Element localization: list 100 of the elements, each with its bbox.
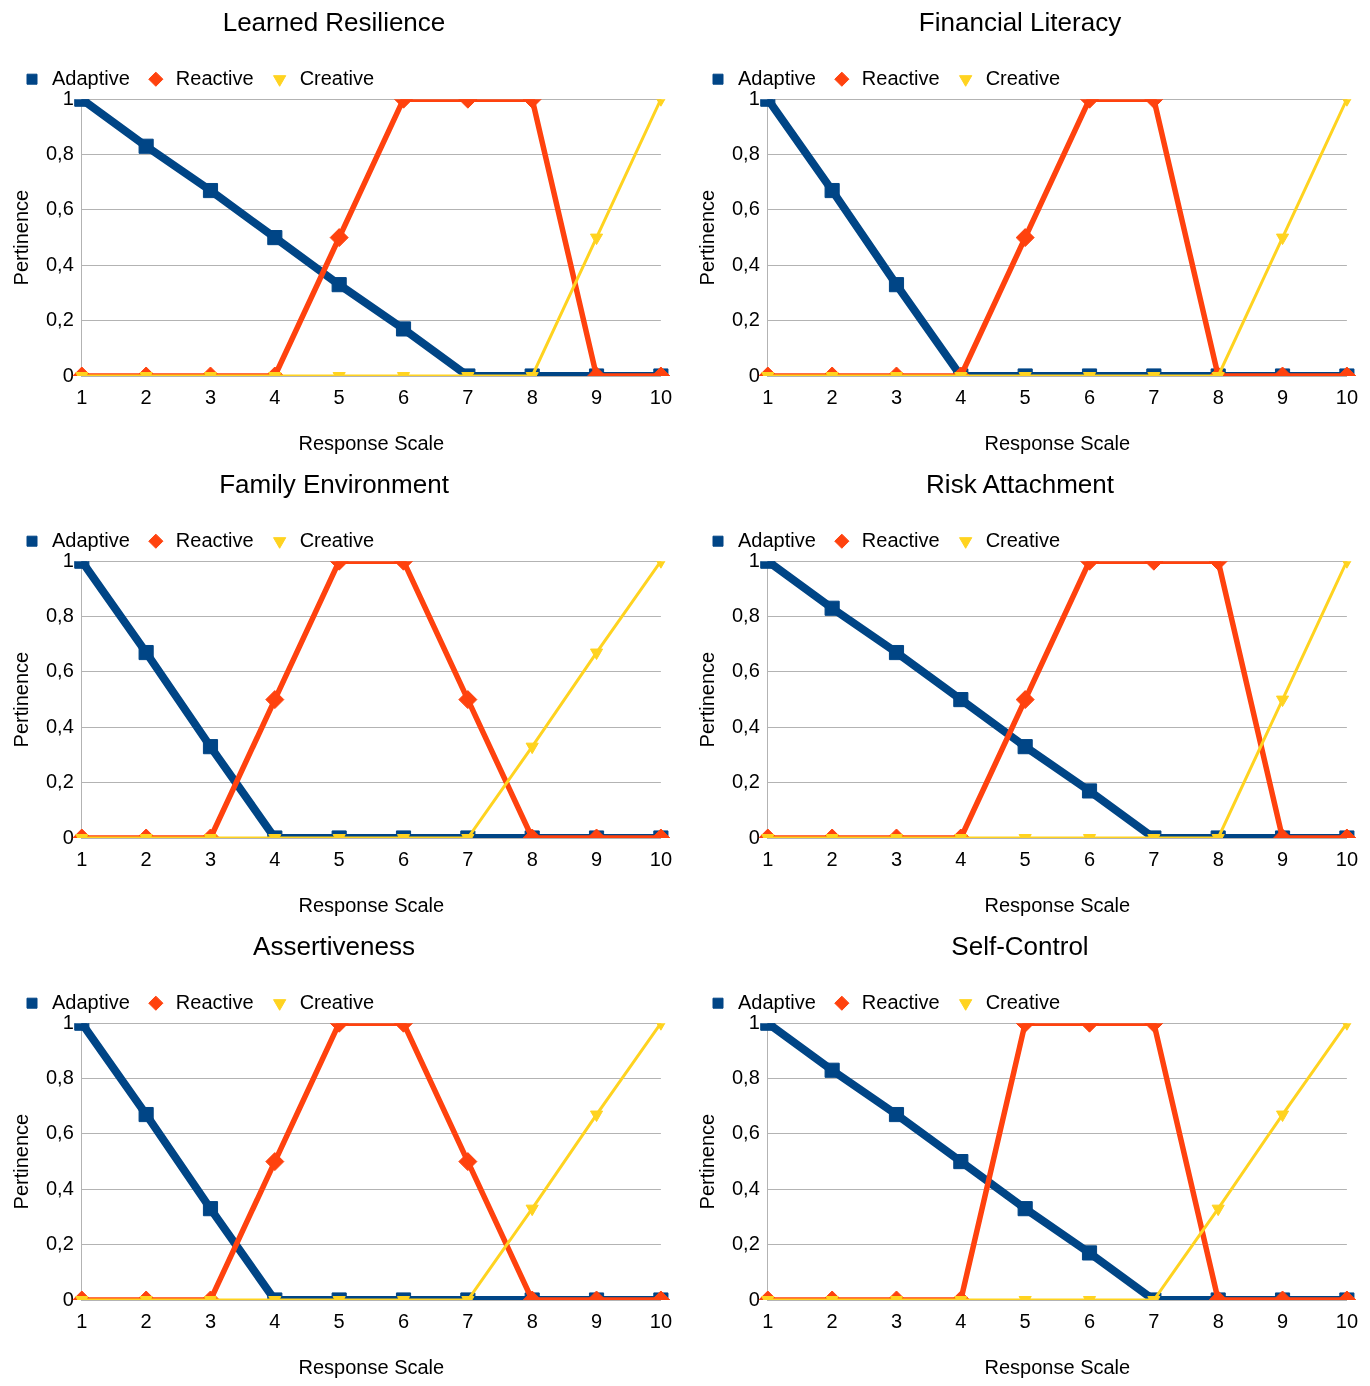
x-tick-label: 1 [762, 385, 774, 408]
chart-title: Family Environment [219, 468, 450, 499]
x-tick-label: 10 [649, 385, 672, 408]
y-tick-label: 1 [62, 548, 74, 571]
point [1015, 690, 1035, 710]
legend-label: Adaptive [52, 990, 130, 1013]
y-tick-label: 0,8 [45, 142, 74, 165]
x-tick-label: 6 [397, 1309, 410, 1332]
x-tick-label: 4 [955, 847, 967, 870]
y-tick-label: 1 [62, 1010, 74, 1033]
chart-title: Financial Literacy [918, 6, 1122, 37]
y-tick-label: 0,4 [731, 252, 760, 275]
legend-label: Adaptive [738, 528, 816, 551]
legend-label: Reactive [175, 528, 254, 551]
y-axis-title: Pertinence [9, 1113, 32, 1210]
x-tick-label: 10 [1335, 847, 1358, 870]
x-tick-label: 3 [204, 385, 217, 408]
chart-title: Learned Resilience [222, 6, 446, 37]
y-tick-label: 0,6 [45, 197, 74, 220]
y-tick-label: 0,2 [45, 770, 74, 793]
x-tick-label: 4 [269, 385, 281, 408]
x-tick-label: 6 [397, 847, 410, 870]
y-tick-label: 0,4 [45, 714, 74, 737]
point [331, 277, 347, 293]
point [202, 739, 219, 755]
legend-label: Creative [299, 528, 375, 551]
x-tick-label: 5 [1019, 847, 1031, 870]
x-tick-label: 5 [1019, 385, 1031, 408]
x-axis-title: Response Scale [984, 431, 1131, 454]
point [953, 692, 969, 708]
x-tick-label: 8 [526, 385, 538, 408]
x-tick-label: 9 [590, 385, 603, 408]
x-tick-label: 1 [76, 847, 88, 870]
point [458, 1152, 478, 1172]
y-tick-label: 0,4 [731, 1176, 760, 1199]
x-axis-title: Response Scale [984, 893, 1131, 916]
y-axis-title: Pertinence [695, 1113, 718, 1210]
x-tick-label: 10 [1335, 385, 1358, 408]
x-axis-title: Response Scale [298, 431, 445, 454]
x-tick-label: 2 [140, 1309, 152, 1332]
point [1275, 695, 1290, 708]
y-axis-title: Pertinence [9, 651, 32, 748]
y-tick-label: 0,6 [45, 659, 74, 682]
y-tick-label: 0,8 [731, 142, 760, 165]
x-tick-label: 2 [826, 1309, 838, 1332]
y-tick-label: 1 [748, 86, 760, 109]
y-tick-label: 0,2 [45, 1232, 74, 1255]
legend-label: Creative [299, 990, 375, 1013]
point [888, 644, 905, 661]
x-tick-label: 10 [1335, 1309, 1358, 1332]
x-axis-title: Response Scale [298, 893, 445, 916]
x-tick-label: 7 [1148, 385, 1160, 408]
x-tick-label: 8 [1212, 385, 1224, 408]
x-tick-label: 2 [826, 385, 838, 408]
y-tick-label: 0,8 [45, 604, 74, 627]
x-tick-label: 9 [1276, 385, 1289, 408]
x-tick-label: 3 [204, 1309, 217, 1332]
y-tick-label: 0,4 [45, 1176, 74, 1199]
point [1017, 739, 1033, 755]
x-tick-label: 7 [462, 847, 474, 870]
legend-label: Reactive [861, 990, 940, 1013]
legend-label: Creative [985, 990, 1061, 1013]
legend-label: Adaptive [738, 990, 816, 1013]
x-tick-label: 3 [204, 847, 217, 870]
x-axis-title: Response Scale [298, 1355, 445, 1378]
y-tick-label: 1 [62, 86, 74, 109]
y-tick-label: 0,2 [731, 308, 760, 331]
legend-label: Reactive [861, 66, 940, 89]
point [458, 690, 478, 710]
x-tick-label: 5 [333, 385, 345, 408]
y-tick-label: 0,6 [731, 197, 760, 220]
x-tick-label: 9 [590, 1309, 603, 1332]
point [824, 182, 840, 199]
y-tick-label: 0,8 [731, 604, 760, 627]
legend-label: Reactive [175, 66, 254, 89]
x-tick-label: 4 [955, 385, 967, 408]
point [953, 1154, 969, 1170]
x-tick-label: 9 [590, 847, 603, 870]
x-tick-label: 8 [526, 847, 538, 870]
y-tick-label: 0 [748, 825, 760, 848]
y-axis-title: Pertinence [695, 189, 718, 286]
point [138, 1106, 154, 1123]
point [267, 230, 283, 246]
x-tick-label: 2 [826, 847, 838, 870]
point [589, 233, 604, 246]
legend-label: Adaptive [52, 66, 130, 89]
legend-label: Adaptive [52, 528, 130, 551]
x-tick-label: 6 [1083, 385, 1096, 408]
y-tick-label: 0 [62, 1287, 74, 1310]
chart-title: Self-Control [951, 930, 1089, 961]
legend-label: Creative [299, 66, 375, 89]
point [589, 1110, 604, 1123]
x-tick-label: 4 [955, 1309, 967, 1332]
point [265, 690, 285, 710]
x-tick-label: 5 [333, 1309, 345, 1332]
y-tick-label: 0 [62, 363, 74, 386]
point [202, 1201, 219, 1217]
x-tick-label: 6 [397, 385, 410, 408]
legend-label: Creative [985, 528, 1061, 551]
x-tick-label: 7 [462, 1309, 474, 1332]
